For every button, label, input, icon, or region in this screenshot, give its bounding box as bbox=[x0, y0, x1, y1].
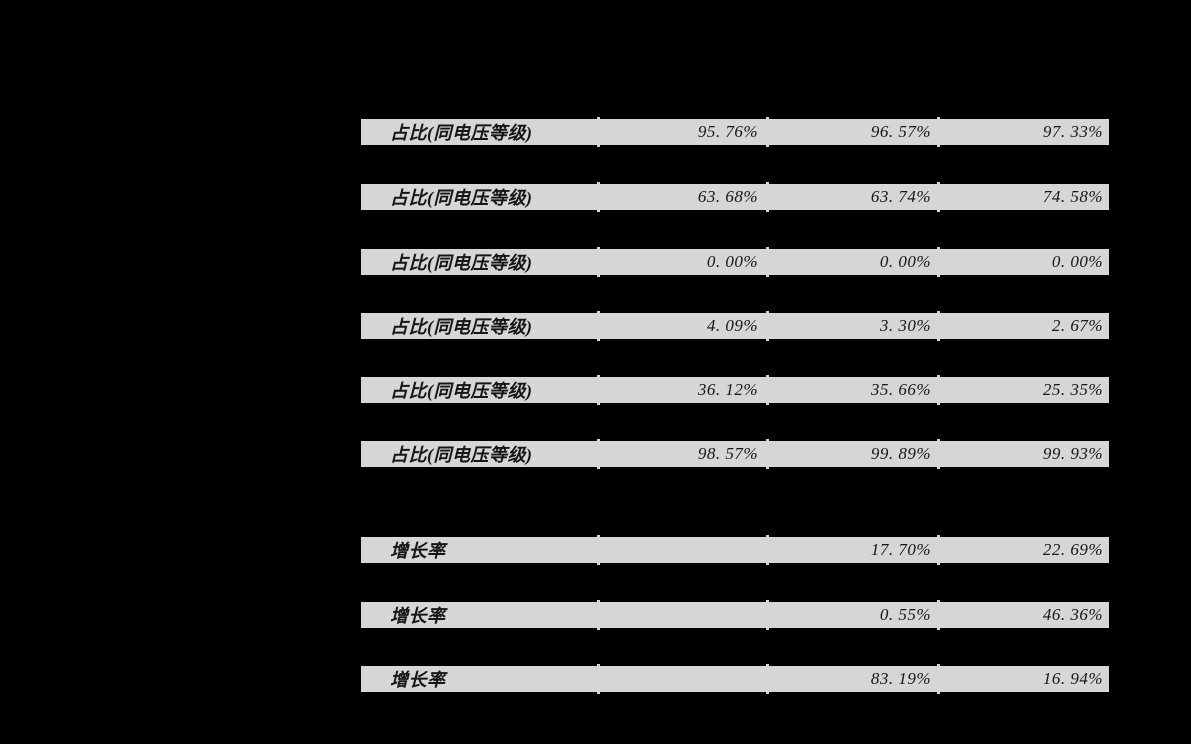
row-label: 占比(同电压等级) bbox=[361, 311, 597, 341]
value-cell: 63. 68% bbox=[600, 182, 766, 212]
row-label: 占比(同电压等级) bbox=[361, 182, 597, 212]
row-label: 增长率 bbox=[361, 535, 597, 565]
value-cell: 99. 93% bbox=[940, 439, 1109, 469]
table-row: 占比(同电压等级) 0. 00% 0. 00% 0. 00% bbox=[361, 247, 1109, 277]
table-row: 占比(同电压等级) 95. 76% 96. 57% 97. 33% bbox=[361, 117, 1109, 147]
value-cell: 36. 12% bbox=[600, 375, 766, 405]
value-cell: 0. 00% bbox=[940, 247, 1109, 277]
row-label: 增长率 bbox=[361, 664, 597, 694]
table-row: 占比(同电压等级) 4. 09% 3. 30% 2. 67% bbox=[361, 311, 1109, 341]
value-cell: 98. 57% bbox=[600, 439, 766, 469]
row-label: 占比(同电压等级) bbox=[361, 117, 597, 147]
value-cell: 22. 69% bbox=[940, 535, 1109, 565]
value-cell: 0. 55% bbox=[769, 600, 937, 630]
value-cell: 3. 30% bbox=[769, 311, 937, 341]
value-cell: 35. 66% bbox=[769, 375, 937, 405]
value-cell: 96. 57% bbox=[769, 117, 937, 147]
value-cell: 63. 74% bbox=[769, 182, 937, 212]
value-cell: 4. 09% bbox=[600, 311, 766, 341]
table-row: 增长率 17. 70% 22. 69% bbox=[361, 535, 1109, 565]
value-cell bbox=[600, 664, 766, 694]
table-row: 增长率 83. 19% 16. 94% bbox=[361, 664, 1109, 694]
value-cell: 17. 70% bbox=[769, 535, 937, 565]
row-label: 占比(同电压等级) bbox=[361, 439, 597, 469]
value-cell: 46. 36% bbox=[940, 600, 1109, 630]
table-row: 占比(同电压等级) 36. 12% 35. 66% 25. 35% bbox=[361, 375, 1109, 405]
value-cell bbox=[600, 535, 766, 565]
value-cell: 2. 67% bbox=[940, 311, 1109, 341]
value-cell: 97. 33% bbox=[940, 117, 1109, 147]
value-cell: 74. 58% bbox=[940, 182, 1109, 212]
row-label: 占比(同电压等级) bbox=[361, 375, 597, 405]
row-label: 增长率 bbox=[361, 600, 597, 630]
value-cell bbox=[600, 600, 766, 630]
table-row: 增长率 0. 55% 46. 36% bbox=[361, 600, 1109, 630]
value-cell: 0. 00% bbox=[769, 247, 937, 277]
row-label: 占比(同电压等级) bbox=[361, 247, 597, 277]
value-cell: 99. 89% bbox=[769, 439, 937, 469]
value-cell: 16. 94% bbox=[940, 664, 1109, 694]
value-cell: 95. 76% bbox=[600, 117, 766, 147]
table-row: 占比(同电压等级) 63. 68% 63. 74% 74. 58% bbox=[361, 182, 1109, 212]
table-row: 占比(同电压等级) 98. 57% 99. 89% 99. 93% bbox=[361, 439, 1109, 469]
value-cell: 0. 00% bbox=[600, 247, 766, 277]
value-cell: 83. 19% bbox=[769, 664, 937, 694]
value-cell: 25. 35% bbox=[940, 375, 1109, 405]
